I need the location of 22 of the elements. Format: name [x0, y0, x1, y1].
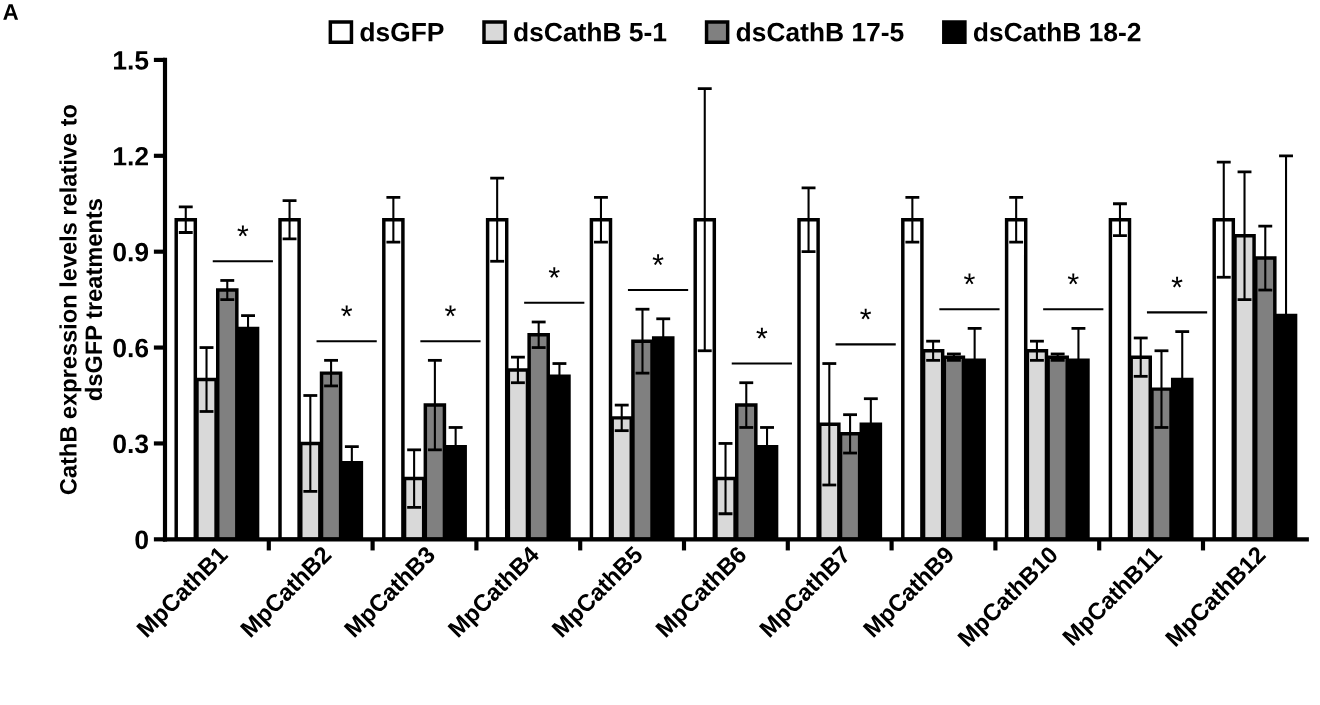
- annotation: *: [1067, 273, 1079, 285]
- y-tick-label: 1.5: [114, 51, 149, 70]
- y-tick-label: 1.2: [114, 146, 148, 166]
- y-tick-label: 0.3: [113, 434, 149, 454]
- legend-label: dsGFP: [360, 22, 444, 42]
- y-tick-label: 0: [135, 530, 148, 550]
- legend-label: dsCathB 17-5: [736, 22, 904, 42]
- y-tick-label: 0.6: [113, 338, 149, 358]
- y-tick-label: 0.9: [113, 242, 149, 262]
- y-axis-title: CathB expression levels relative to dsGFP treatments: [59, 105, 103, 495]
- annotation: *: [756, 327, 768, 339]
- legend-label: dsCathB 5-1: [514, 22, 667, 42]
- annotation: *: [964, 273, 975, 285]
- annotation: *: [860, 308, 872, 320]
- annotation: *: [1171, 276, 1183, 288]
- annotation: *: [548, 267, 560, 278]
- text: A: [3, 4, 19, 20]
- annotation: *: [652, 254, 664, 266]
- annotation: *: [445, 305, 456, 317]
- legend-label: dsCathB 18-2: [973, 22, 1141, 42]
- annotation: *: [237, 225, 249, 237]
- annotation: *: [341, 305, 353, 317]
